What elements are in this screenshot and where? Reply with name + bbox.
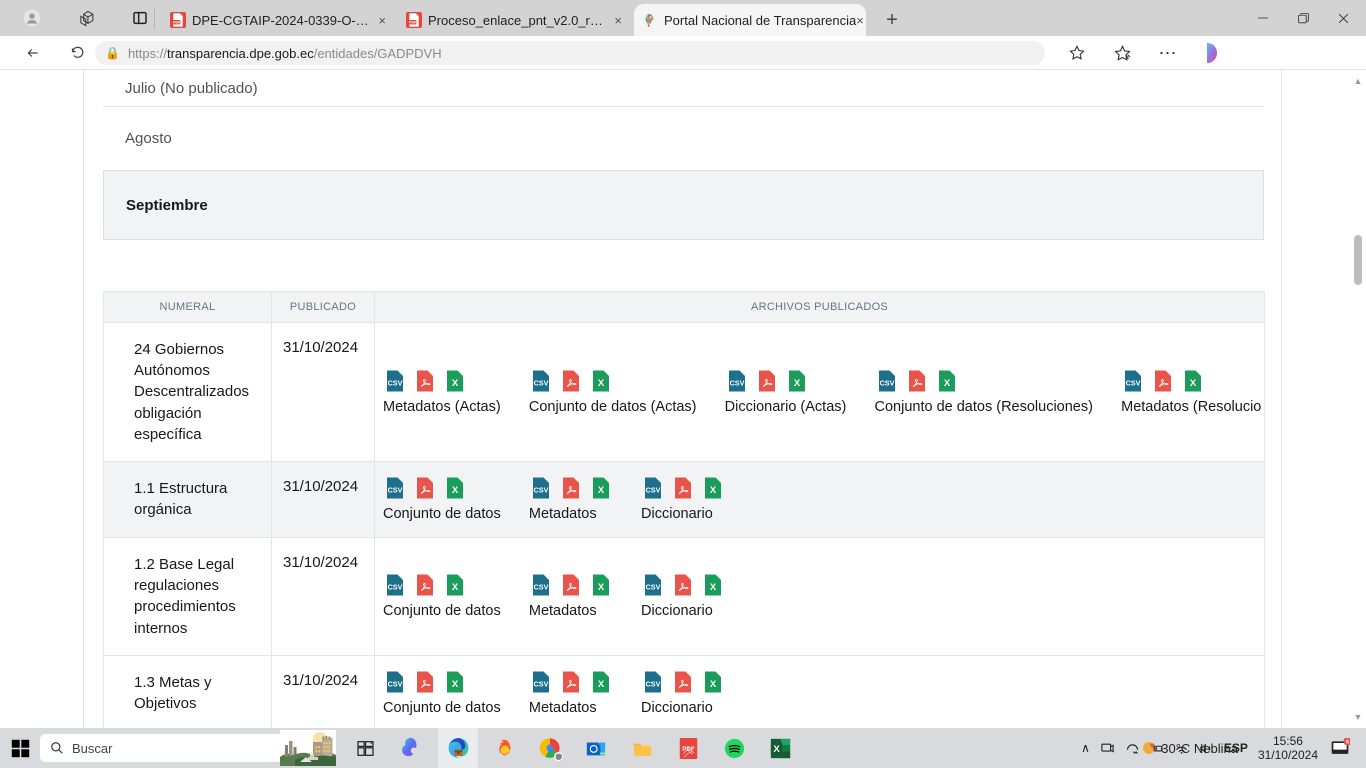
svg-text:X: X <box>598 679 605 690</box>
svg-text:CSV: CSV <box>388 680 403 689</box>
svg-text:X: X <box>598 378 605 389</box>
svg-text:CSV: CSV <box>729 378 744 387</box>
svg-text:X: X <box>452 679 459 690</box>
svg-text:CSV: CSV <box>388 486 403 495</box>
svg-text:X: X <box>598 486 605 497</box>
svg-text:CSV: CSV <box>646 583 661 592</box>
svg-text:CSV: CSV <box>388 378 403 387</box>
svg-text:CSV: CSV <box>533 486 548 495</box>
svg-text:6: 6 <box>1346 739 1349 745</box>
svg-text:X: X <box>710 679 717 690</box>
svg-text:CSV: CSV <box>1126 378 1141 387</box>
svg-text:CSV: CSV <box>879 378 894 387</box>
svg-text:CSV: CSV <box>388 583 403 592</box>
svg-text:CSV: CSV <box>533 583 548 592</box>
svg-text:X: X <box>452 583 459 594</box>
svg-text:X: X <box>598 583 605 594</box>
svg-text:PDF: PDF <box>409 21 416 25</box>
svg-text:X: X <box>773 744 780 755</box>
svg-text:PDF: PDF <box>173 21 180 25</box>
svg-text:X: X <box>794 378 801 389</box>
svg-text:X: X <box>710 583 717 594</box>
svg-text:X: X <box>710 486 717 497</box>
svg-text:X: X <box>452 378 459 389</box>
svg-text:NEW: NEW <box>600 752 606 755</box>
svg-text:CSV: CSV <box>533 680 548 689</box>
svg-text:X: X <box>943 378 950 389</box>
svg-text:CSV: CSV <box>646 680 661 689</box>
svg-text:CSV: CSV <box>533 378 548 387</box>
svg-text:X: X <box>1190 378 1197 389</box>
svg-text:X: X <box>452 486 459 497</box>
svg-text:CSV: CSV <box>646 486 661 495</box>
